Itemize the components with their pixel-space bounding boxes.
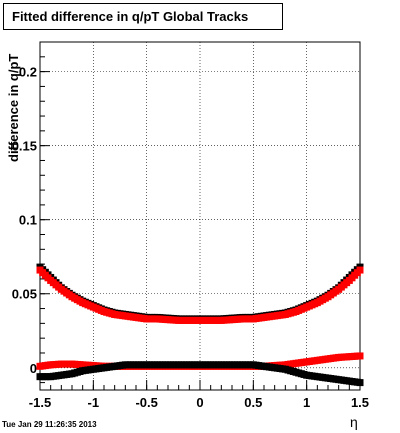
x-tick-label: -1.5 (29, 395, 51, 410)
x-tick-label: 1 (303, 395, 310, 410)
x-tick-label: -0.5 (135, 395, 157, 410)
y-tick-label: 0.15 (12, 139, 37, 154)
x-tick-label: 1.5 (351, 395, 369, 410)
y-axis-label: difference in q/pT (6, 53, 21, 162)
y-tick-label: 0.1 (19, 213, 37, 228)
data-point (356, 352, 364, 360)
series-1 (36, 266, 364, 324)
x-tick-label: 0 (196, 395, 203, 410)
x-axis-label: η (350, 414, 358, 430)
x-tick-label: -1 (88, 395, 100, 410)
x-tick-label: 0.5 (244, 395, 262, 410)
y-tick-label: 0.2 (19, 65, 37, 80)
data-markers (36, 263, 364, 387)
series-3 (36, 361, 364, 387)
axis-ticks (39, 41, 361, 390)
chart-title: Fitted difference in q/pT Global Tracks (3, 3, 283, 30)
timestamp: Tue Jan 29 11:26:35 2013 (2, 420, 97, 429)
data-point (356, 379, 364, 387)
y-tick-label: 0.05 (12, 287, 37, 302)
y-tick-label: 0 (30, 361, 37, 376)
data-point (356, 266, 364, 274)
tick-labels: -1.5 -1 -0.5 0 0.5 1 1.5 0 0.05 0.1 0.15 0.2 (12, 65, 369, 410)
